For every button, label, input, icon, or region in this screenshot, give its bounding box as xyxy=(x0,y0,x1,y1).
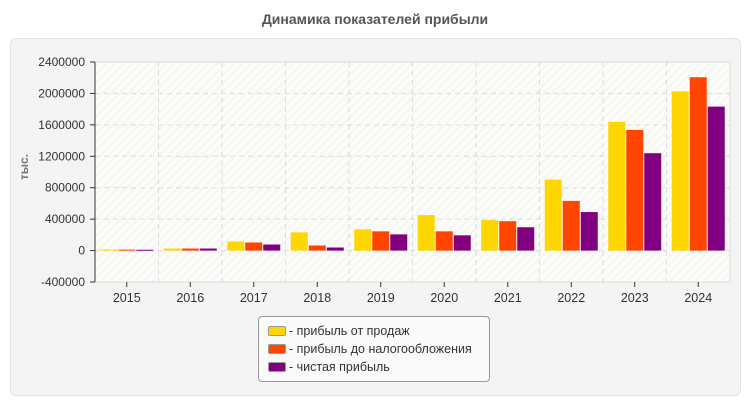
x-tick-label: 2020 xyxy=(430,291,458,305)
x-tick-label: 2016 xyxy=(176,291,204,305)
legend-label: прибыль от продаж xyxy=(289,324,410,338)
bar-2018-series-0 xyxy=(290,232,308,251)
bar-2018-series-2 xyxy=(326,247,344,251)
bar-2019-series-0 xyxy=(354,229,372,251)
y-tick-label: -400000 xyxy=(41,275,85,289)
bar-2017-series-1 xyxy=(245,242,263,251)
bar-2017-series-0 xyxy=(227,241,245,251)
y-tick-label: 2400000 xyxy=(38,55,85,69)
bar-2024-series-1 xyxy=(689,77,707,251)
x-tick-label: 2015 xyxy=(113,291,141,305)
legend-label: чистая прибыль xyxy=(289,360,390,374)
x-tick-label: 2019 xyxy=(367,291,395,305)
bar-2017-series-2 xyxy=(263,244,281,251)
legend-swatch xyxy=(268,344,286,354)
legend-swatch xyxy=(268,362,286,372)
x-tick-label: 2022 xyxy=(557,291,585,305)
bar-2021-series-1 xyxy=(499,221,517,251)
y-tick-label: 0 xyxy=(78,244,85,258)
bar-2016-series-2 xyxy=(199,248,217,251)
legend-label: прибыль до налогообложения xyxy=(289,342,472,356)
bar-2016-series-1 xyxy=(181,248,199,251)
x-tick-label: 2024 xyxy=(684,291,712,305)
bar-2022-series-0 xyxy=(544,179,562,251)
bar-2015-series-1 xyxy=(118,249,136,251)
chart-title: Динамика показателей прибыли xyxy=(261,11,489,27)
bar-2020-series-1 xyxy=(435,231,453,251)
legend-item: прибыль до налогообложения xyxy=(268,340,489,358)
bar-2022-series-2 xyxy=(580,212,598,251)
bar-2022-series-1 xyxy=(562,200,580,251)
bar-2021-series-2 xyxy=(517,227,535,251)
y-tick-label: 1200000 xyxy=(38,149,85,163)
bar-2018-series-1 xyxy=(308,245,326,251)
bar-2019-series-2 xyxy=(390,234,408,251)
y-tick-label: 800000 xyxy=(45,181,85,195)
bar-2016-series-0 xyxy=(163,248,181,251)
bar-2020-series-2 xyxy=(453,235,471,251)
bar-2023-series-1 xyxy=(626,129,644,251)
bar-2024-series-0 xyxy=(671,91,689,251)
x-tick-label: 2018 xyxy=(303,291,331,305)
bar-2024-series-2 xyxy=(707,106,725,251)
legend-item: чистая прибыль xyxy=(268,358,489,376)
bar-2020-series-0 xyxy=(417,215,435,251)
y-tick-label: 2000000 xyxy=(38,86,85,100)
bar-2023-series-2 xyxy=(644,153,662,251)
x-tick-label: 2021 xyxy=(494,291,522,305)
bar-2019-series-1 xyxy=(372,231,390,251)
x-tick-label: 2017 xyxy=(240,291,268,305)
legend: прибыль от продаж прибыль до налогооблож… xyxy=(258,316,490,382)
bar-2021-series-0 xyxy=(481,220,499,251)
bar-2015-series-2 xyxy=(136,249,154,251)
y-tick-label: 400000 xyxy=(45,212,85,226)
bar-2023-series-0 xyxy=(608,121,626,251)
bar-2015-series-0 xyxy=(100,249,118,251)
legend-swatch xyxy=(268,326,286,336)
legend-item: прибыль от продаж xyxy=(268,322,489,340)
x-tick-label: 2023 xyxy=(621,291,649,305)
y-tick-label: 1600000 xyxy=(38,118,85,132)
